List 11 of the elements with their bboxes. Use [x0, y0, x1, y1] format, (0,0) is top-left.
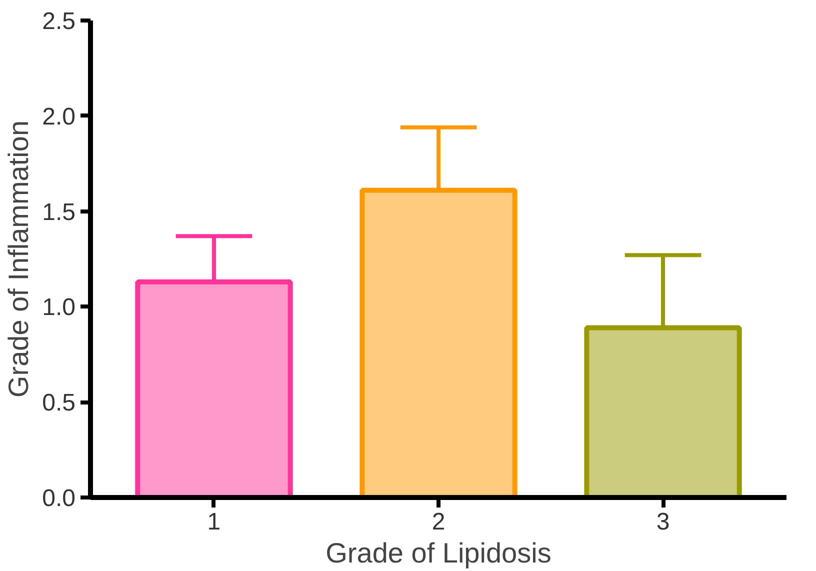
x-tick-label: 1 [207, 508, 221, 536]
y-tick-label: 2.0 [42, 103, 76, 130]
y-tick-label: 2.5 [42, 8, 76, 35]
y-tick-label: 0.5 [42, 390, 76, 417]
y-tick-label: 1.0 [42, 294, 76, 322]
y-axis-title: Grade of Inflammation [3, 120, 34, 398]
x-tick-label: 3 [656, 508, 670, 536]
x-tick-label: 2 [432, 508, 446, 536]
x-axis-title: Grade of Lipidosis [326, 538, 552, 568]
y-tick-label: 0.0 [42, 485, 76, 512]
y-tick-label: 1.5 [42, 198, 76, 226]
